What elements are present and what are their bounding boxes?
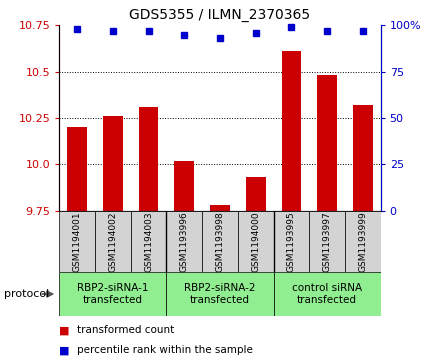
Text: ■: ■ [59,345,70,355]
Bar [59,211,95,272]
Bar [274,272,381,316]
Text: GSM1194003: GSM1194003 [144,211,153,272]
Bar [345,211,381,272]
Text: GSM1194001: GSM1194001 [73,211,82,272]
Text: percentile rank within the sample: percentile rank within the sample [77,345,253,355]
Text: GSM1194002: GSM1194002 [108,211,117,272]
Text: GSM1194000: GSM1194000 [251,211,260,272]
Bar [131,211,166,272]
Text: protocol: protocol [4,289,50,299]
Text: GSM1193999: GSM1193999 [358,211,367,272]
Bar [317,76,337,211]
Bar [175,160,194,211]
Title: GDS5355 / ILMN_2370365: GDS5355 / ILMN_2370365 [129,8,311,22]
Text: GSM1193997: GSM1193997 [323,211,332,272]
Bar [210,205,230,211]
Bar [274,211,309,272]
Text: RBP2-siRNA-1
transfected: RBP2-siRNA-1 transfected [77,283,149,305]
Bar [202,211,238,272]
Text: control siRNA
transfected: control siRNA transfected [292,283,362,305]
Text: GSM1193995: GSM1193995 [287,211,296,272]
Bar [103,116,123,211]
Bar [282,51,301,211]
Text: GSM1193998: GSM1193998 [216,211,224,272]
Bar [59,272,166,316]
Bar [353,105,373,211]
Text: GSM1193996: GSM1193996 [180,211,189,272]
Text: RBP2-siRNA-2
transfected: RBP2-siRNA-2 transfected [184,283,256,305]
Bar [95,211,131,272]
Text: ■: ■ [59,325,70,335]
Bar [166,211,202,272]
Bar [309,211,345,272]
Bar [139,107,158,211]
Bar [238,211,274,272]
Bar [246,177,265,211]
Bar [166,272,274,316]
Text: transformed count: transformed count [77,325,174,335]
Bar [67,127,87,211]
